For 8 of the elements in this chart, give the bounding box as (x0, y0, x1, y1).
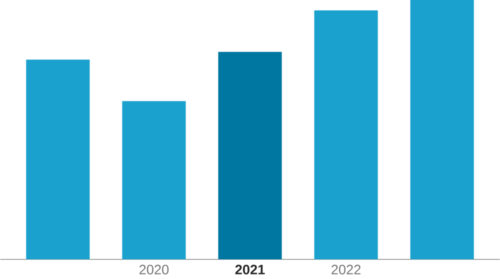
x-tick-label: 2022 (332, 264, 360, 274)
bar (410, 0, 474, 260)
bar (122, 100, 186, 260)
x-tick-label: 2020 (140, 264, 169, 274)
bar (314, 10, 378, 260)
bar (26, 59, 90, 260)
bar (218, 52, 282, 260)
x-tick-label: 2021 (235, 264, 265, 274)
